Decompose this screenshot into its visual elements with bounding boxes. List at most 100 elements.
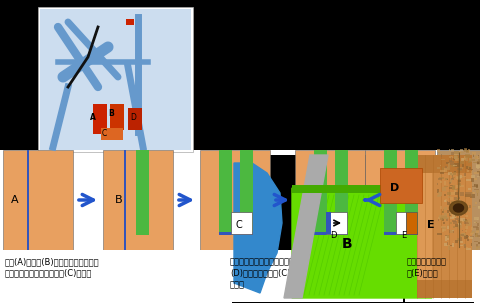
- Bar: [444, 181, 445, 185]
- Bar: [444, 169, 447, 172]
- Bar: [459, 235, 461, 238]
- Bar: [447, 179, 448, 180]
- Bar: [454, 156, 456, 159]
- Bar: [460, 245, 463, 246]
- Bar: [451, 157, 452, 161]
- Bar: [466, 230, 467, 232]
- Bar: [468, 149, 470, 153]
- Text: C: C: [236, 220, 243, 230]
- Bar: [449, 156, 453, 158]
- Bar: [462, 220, 465, 222]
- Bar: [468, 167, 471, 169]
- Bar: [474, 189, 479, 190]
- Bar: [438, 178, 442, 180]
- Bar: [449, 213, 450, 215]
- Bar: [455, 192, 459, 195]
- Bar: [454, 197, 456, 200]
- Bar: [473, 154, 474, 157]
- Bar: [469, 158, 471, 160]
- Bar: [457, 220, 460, 223]
- Bar: [478, 205, 480, 209]
- Bar: [464, 148, 467, 152]
- Bar: [470, 231, 475, 233]
- Bar: [477, 161, 480, 165]
- Bar: [447, 226, 449, 229]
- Bar: [449, 213, 451, 216]
- Bar: [110, 104, 124, 130]
- Bar: [457, 208, 461, 211]
- Bar: [450, 161, 454, 165]
- Bar: [478, 176, 479, 177]
- Bar: [455, 218, 458, 220]
- Bar: [456, 200, 458, 203]
- Bar: [445, 199, 447, 202]
- Bar: [466, 235, 468, 238]
- Bar: [477, 171, 480, 173]
- Bar: [450, 185, 453, 186]
- Bar: [474, 216, 479, 220]
- Bar: [396, 212, 406, 234]
- Bar: [464, 244, 466, 248]
- Bar: [458, 151, 460, 154]
- Bar: [443, 167, 444, 170]
- Bar: [451, 173, 454, 176]
- Bar: [462, 176, 467, 177]
- Bar: [465, 194, 469, 197]
- Bar: [454, 165, 457, 166]
- Bar: [464, 173, 466, 176]
- Bar: [457, 168, 462, 170]
- Bar: [478, 155, 480, 158]
- Bar: [445, 240, 447, 241]
- Bar: [459, 175, 462, 178]
- Text: B: B: [342, 237, 353, 251]
- Bar: [444, 200, 446, 202]
- Bar: [454, 156, 458, 158]
- Bar: [3, 150, 73, 250]
- Bar: [471, 232, 474, 234]
- Bar: [335, 150, 348, 232]
- Bar: [475, 156, 477, 159]
- Bar: [450, 222, 452, 223]
- Bar: [449, 182, 451, 184]
- Bar: [450, 197, 453, 200]
- Bar: [468, 169, 473, 170]
- Bar: [468, 158, 472, 162]
- Bar: [442, 211, 444, 213]
- Bar: [476, 235, 479, 237]
- Bar: [453, 241, 454, 242]
- Text: サイドカッターで四角の土塊
(D)を作り直下隙間(C)内に
寄せる: サイドカッターで四角の土塊 (D)を作り直下隙間(C)内に 寄せる: [230, 257, 300, 290]
- Bar: [467, 206, 469, 207]
- Bar: [470, 171, 472, 174]
- Bar: [445, 217, 449, 219]
- Bar: [136, 150, 149, 235]
- Bar: [452, 214, 456, 218]
- Bar: [441, 218, 444, 220]
- Bar: [469, 192, 473, 194]
- Bar: [468, 166, 471, 168]
- Bar: [0, 250, 480, 307]
- Bar: [457, 177, 461, 181]
- Bar: [452, 211, 456, 212]
- Bar: [447, 210, 449, 213]
- Bar: [463, 244, 467, 246]
- Bar: [437, 189, 439, 193]
- Bar: [469, 205, 470, 208]
- Bar: [465, 227, 468, 229]
- Bar: [471, 192, 472, 196]
- Bar: [464, 157, 468, 159]
- Bar: [457, 203, 460, 205]
- Bar: [475, 202, 477, 204]
- Bar: [124, 150, 126, 250]
- Bar: [455, 158, 459, 161]
- Bar: [458, 200, 461, 203]
- Bar: [478, 206, 480, 208]
- Bar: [461, 234, 464, 236]
- Bar: [459, 237, 462, 241]
- Bar: [405, 150, 418, 232]
- Bar: [460, 214, 462, 216]
- Bar: [460, 149, 463, 151]
- Bar: [450, 173, 452, 175]
- Bar: [470, 192, 474, 193]
- Bar: [3, 250, 228, 302]
- Bar: [442, 187, 446, 191]
